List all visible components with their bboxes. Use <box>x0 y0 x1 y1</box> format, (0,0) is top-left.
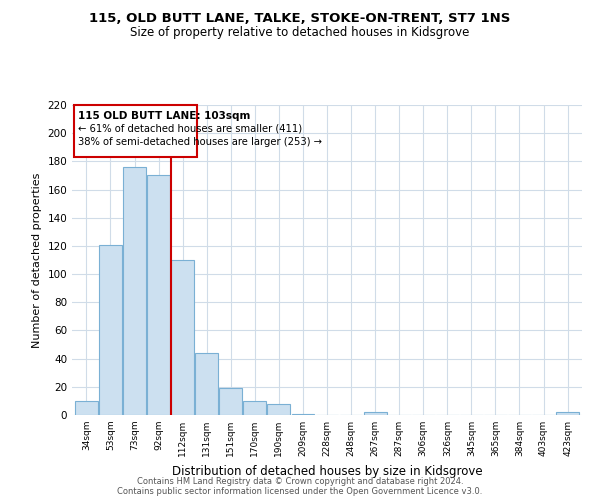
Bar <box>364 412 386 415</box>
Text: 38% of semi-detached houses are larger (253) →: 38% of semi-detached houses are larger (… <box>78 136 322 146</box>
Bar <box>123 167 146 415</box>
X-axis label: Distribution of detached houses by size in Kidsgrove: Distribution of detached houses by size … <box>172 464 482 477</box>
Bar <box>268 404 290 415</box>
Text: 115, OLD BUTT LANE, TALKE, STOKE-ON-TRENT, ST7 1NS: 115, OLD BUTT LANE, TALKE, STOKE-ON-TREN… <box>89 12 511 26</box>
Bar <box>244 401 266 415</box>
Bar <box>195 353 218 415</box>
Text: ← 61% of detached houses are smaller (411): ← 61% of detached houses are smaller (41… <box>78 124 302 134</box>
Y-axis label: Number of detached properties: Number of detached properties <box>32 172 42 348</box>
Bar <box>556 412 579 415</box>
Bar <box>75 401 98 415</box>
FancyBboxPatch shape <box>74 105 197 157</box>
Text: 115 OLD BUTT LANE: 103sqm: 115 OLD BUTT LANE: 103sqm <box>78 112 250 122</box>
Bar <box>171 260 194 415</box>
Text: Size of property relative to detached houses in Kidsgrove: Size of property relative to detached ho… <box>130 26 470 39</box>
Bar <box>99 244 122 415</box>
Text: Contains public sector information licensed under the Open Government Licence v3: Contains public sector information licen… <box>118 486 482 496</box>
Bar <box>147 176 170 415</box>
Bar <box>292 414 314 415</box>
Text: Contains HM Land Registry data © Crown copyright and database right 2024.: Contains HM Land Registry data © Crown c… <box>137 476 463 486</box>
Bar <box>220 388 242 415</box>
